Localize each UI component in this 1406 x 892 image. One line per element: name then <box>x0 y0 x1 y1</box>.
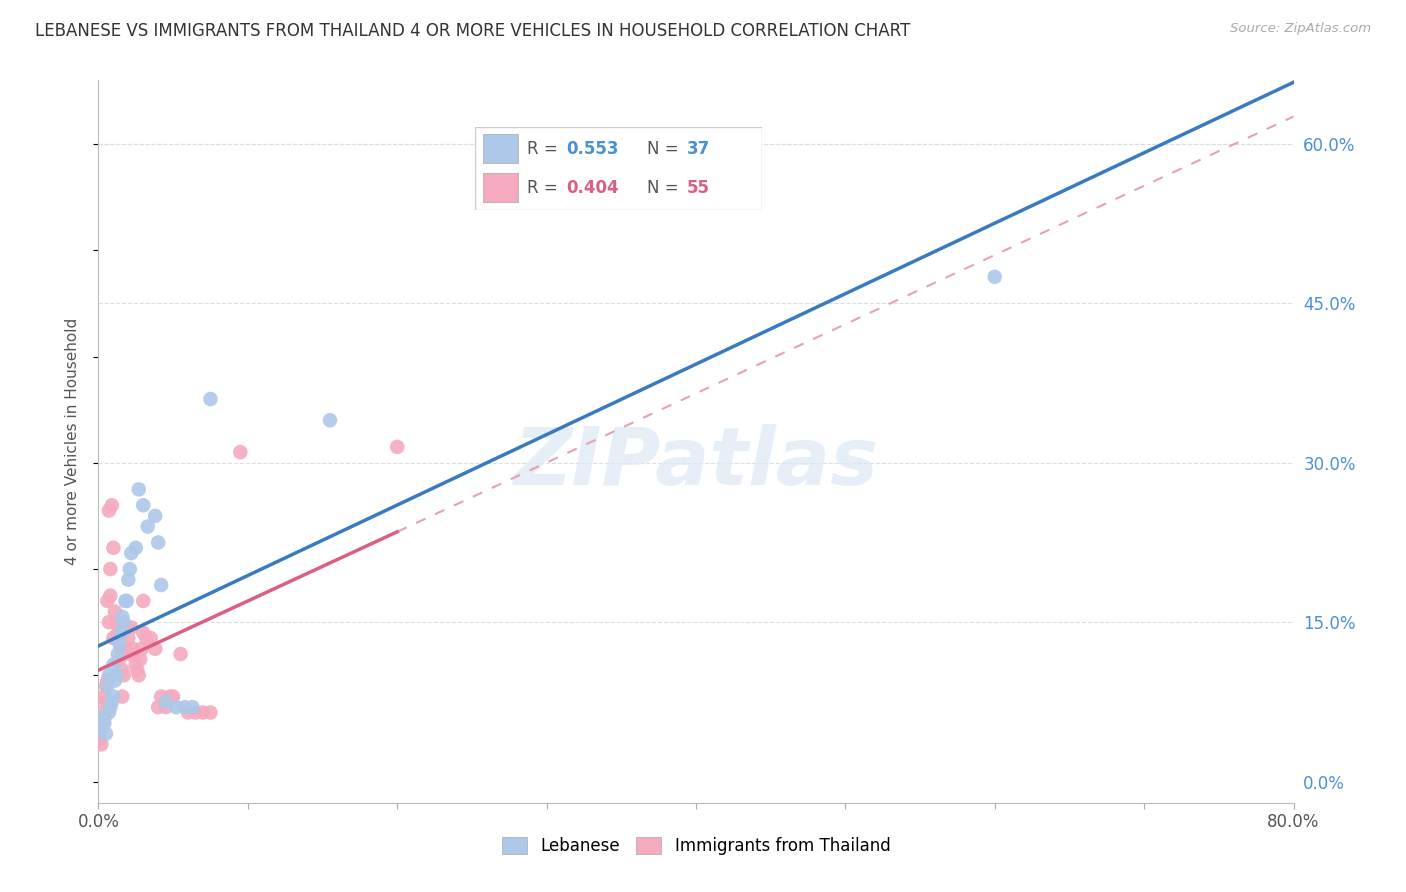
Point <box>104 673 127 688</box>
Point <box>98 562 122 576</box>
Point <box>128 668 150 682</box>
Point <box>96 594 118 608</box>
Legend: Lebanese, Immigrants from Thailand: Lebanese, Immigrants from Thailand <box>494 829 898 863</box>
Point <box>112 668 135 682</box>
Point <box>108 652 131 666</box>
Point <box>150 578 173 592</box>
Point <box>136 519 159 533</box>
Text: LEBANESE VS IMMIGRANTS FROM THAILAND 4 OR MORE VEHICLES IN HOUSEHOLD CORRELATION: LEBANESE VS IMMIGRANTS FROM THAILAND 4 O… <box>35 22 911 40</box>
Point <box>114 594 136 608</box>
Point <box>229 445 252 459</box>
Point <box>148 535 170 549</box>
Point <box>91 716 114 731</box>
Point <box>159 690 181 704</box>
Point <box>94 679 117 693</box>
Point <box>135 631 157 645</box>
Point <box>94 727 117 741</box>
Point <box>131 641 153 656</box>
Point <box>104 605 127 619</box>
Point <box>139 631 162 645</box>
Point <box>200 392 222 406</box>
Point <box>96 679 118 693</box>
Point <box>101 498 124 512</box>
Point <box>90 737 112 751</box>
Point <box>110 641 132 656</box>
Point <box>91 711 114 725</box>
Point <box>93 690 115 704</box>
Point <box>155 695 177 709</box>
Point <box>97 706 120 720</box>
Point <box>103 631 125 645</box>
Point <box>107 625 129 640</box>
Point <box>143 508 166 523</box>
Point <box>125 657 148 672</box>
Point <box>162 690 184 704</box>
Point <box>120 546 142 560</box>
Point <box>129 652 152 666</box>
Point <box>90 722 112 736</box>
Point <box>110 625 132 640</box>
Point <box>89 732 111 747</box>
Point <box>111 663 134 677</box>
Point <box>319 413 342 427</box>
Point <box>105 668 128 682</box>
Point <box>200 706 222 720</box>
Y-axis label: 4 or more Vehicles in Household: 4 or more Vehicles in Household <box>65 318 80 566</box>
Point <box>108 636 131 650</box>
Point <box>124 647 146 661</box>
Text: Source: ZipAtlas.com: Source: ZipAtlas.com <box>1230 22 1371 36</box>
Point <box>112 615 135 630</box>
Point <box>181 700 204 714</box>
Point <box>103 657 125 672</box>
Point <box>98 700 122 714</box>
Point <box>93 716 115 731</box>
Point <box>165 700 187 714</box>
Point <box>98 589 122 603</box>
Point <box>111 690 134 704</box>
Point <box>143 641 166 656</box>
Point <box>184 706 207 720</box>
Point <box>103 690 125 704</box>
Point <box>101 695 124 709</box>
Point <box>93 711 115 725</box>
Point <box>120 620 142 634</box>
Point <box>148 700 170 714</box>
Point <box>132 498 155 512</box>
Point <box>115 594 138 608</box>
Point <box>155 700 177 714</box>
Point <box>117 573 139 587</box>
Point <box>984 269 1007 284</box>
Text: ZIPatlas: ZIPatlas <box>513 425 879 502</box>
Point <box>177 706 200 720</box>
Point <box>115 620 138 634</box>
Point <box>105 615 128 630</box>
Point <box>91 706 114 720</box>
Point <box>107 647 129 661</box>
Point <box>385 440 409 454</box>
Point <box>191 706 214 720</box>
Point <box>125 541 148 555</box>
Point <box>132 594 155 608</box>
Point <box>128 483 150 497</box>
Point <box>117 631 139 645</box>
Point <box>174 700 197 714</box>
Point <box>118 562 141 576</box>
Point <box>97 668 120 682</box>
Point <box>150 690 173 704</box>
Point <box>121 641 143 656</box>
Point <box>169 647 191 661</box>
Point <box>97 615 120 630</box>
Point <box>114 641 136 656</box>
Point <box>132 625 155 640</box>
Point <box>103 541 125 555</box>
Point <box>118 647 141 661</box>
Point <box>127 663 149 677</box>
Point <box>90 722 112 736</box>
Point <box>96 673 118 688</box>
Point <box>97 503 120 517</box>
Point <box>94 695 117 709</box>
Point <box>111 610 134 624</box>
